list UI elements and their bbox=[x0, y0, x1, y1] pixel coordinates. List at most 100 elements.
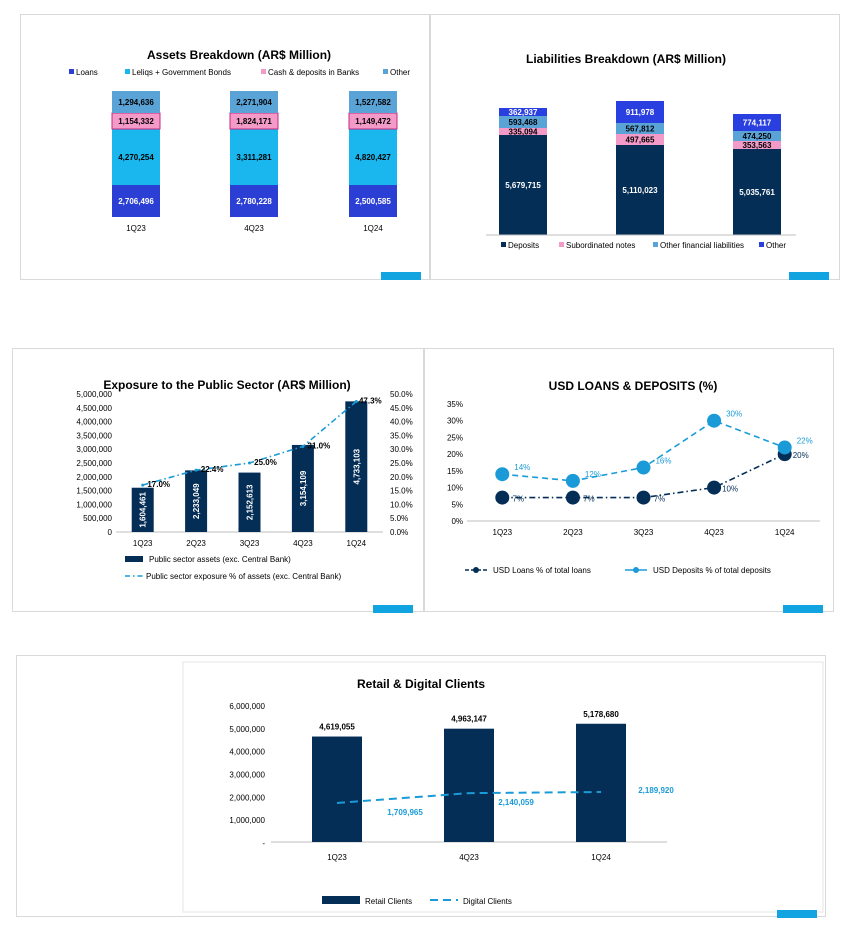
assets-data-label: 1,149,472 bbox=[355, 117, 391, 126]
usd-category-label: 1Q23 bbox=[493, 528, 513, 537]
assets-data-label: 1,527,582 bbox=[355, 98, 391, 107]
assets-category-label: 1Q23 bbox=[126, 224, 146, 233]
liabilities-legend-label: Subordinated notes bbox=[566, 241, 635, 250]
public-left-tick: 0 bbox=[108, 528, 113, 537]
usd-y-tick: 20% bbox=[447, 450, 463, 459]
liabilities-data-label: 362,937 bbox=[509, 108, 538, 117]
clients-legend-swatch-bar bbox=[322, 896, 360, 904]
liabilities-bar-segment bbox=[616, 145, 664, 235]
assets-bar-segment bbox=[349, 185, 397, 217]
liabilities-legend-label: Other financial liabilities bbox=[660, 241, 744, 250]
clients-legend-bar-label: Retail Clients bbox=[365, 897, 412, 906]
public-bar bbox=[131, 487, 154, 532]
clients-bar bbox=[576, 723, 626, 842]
assets-bar-segment bbox=[349, 129, 397, 185]
liabilities-bar-segment bbox=[616, 134, 664, 145]
liabilities-bar-segment bbox=[733, 141, 781, 149]
assets-legend-label: Cash & deposits in Banks bbox=[268, 68, 359, 77]
public-sector-chart: Exposure to the Public Sector (AR$ Milli… bbox=[76, 378, 413, 581]
assets-title: Assets Breakdown (AR$ Million) bbox=[147, 48, 331, 62]
assets-bar-segment bbox=[230, 129, 278, 185]
public-line-label: 31.0% bbox=[308, 441, 331, 450]
usd-point bbox=[777, 440, 792, 455]
public-right-tick: 5.0% bbox=[390, 514, 408, 523]
public-bar bbox=[291, 444, 314, 532]
usd-accent-bar bbox=[783, 605, 823, 613]
liabilities-bar-segment bbox=[499, 128, 547, 135]
usd-legend-marker bbox=[633, 567, 639, 573]
assets-legend-swatch bbox=[69, 69, 74, 74]
usd-legend-marker bbox=[473, 567, 479, 573]
clients-category-label: 1Q23 bbox=[327, 853, 347, 862]
usd-legend-label: USD Deposits % of total deposits bbox=[653, 566, 771, 575]
usd-title: USD LOANS & DEPOSITS (%) bbox=[549, 379, 718, 393]
assets-bar-segment bbox=[349, 91, 397, 113]
usd-y-tick: 30% bbox=[447, 417, 463, 426]
public-legend-line-label: Public sector exposure % of assets (exc.… bbox=[146, 572, 342, 581]
public-title: Exposure to the Public Sector (AR$ Milli… bbox=[103, 378, 350, 392]
usd-category-label: 4Q23 bbox=[704, 528, 724, 537]
clients-line-label: 2,140,059 bbox=[498, 798, 534, 807]
clients-digital-line bbox=[336, 790, 602, 804]
liabilities-data-label: 567,812 bbox=[626, 125, 655, 134]
assets-bar-segment bbox=[112, 185, 160, 217]
liabilities-bar-segment bbox=[499, 135, 547, 235]
assets-data-label: 1,824,171 bbox=[236, 117, 272, 126]
liabilities-data-label: 5,679,715 bbox=[505, 181, 541, 190]
usd-point-label: 14% bbox=[514, 463, 530, 472]
usd-point-label: 7% bbox=[583, 495, 595, 504]
usd-point-label: 12% bbox=[585, 470, 601, 479]
public-category-label: 1Q23 bbox=[133, 539, 153, 548]
assets-chart: Assets Breakdown (AR$ Million) Loans Leliq… bbox=[69, 48, 410, 233]
usd-y-tick: 5% bbox=[451, 500, 463, 509]
clients-bar bbox=[312, 736, 362, 842]
public-bar-label: 2,233,049 bbox=[192, 483, 201, 519]
liabilities-bar-segment bbox=[499, 116, 547, 128]
clients-category-label: 4Q23 bbox=[459, 853, 479, 862]
liabilities-data-label: 911,978 bbox=[626, 108, 655, 117]
clients-y-tick: 2,000,000 bbox=[229, 793, 265, 802]
liabilities-panel: Liabilities Breakdown (AR$ Million) 5,679… bbox=[430, 14, 840, 280]
usd-category-label: 2Q23 bbox=[563, 528, 583, 537]
usd-point bbox=[565, 473, 580, 488]
clients-y-tick: - bbox=[262, 839, 265, 848]
liabilities-legend-swatch bbox=[559, 242, 564, 247]
public-bar-label: 3,154,109 bbox=[299, 470, 308, 506]
usd-legend-label: USD Loans % of total loans bbox=[493, 566, 591, 575]
assets-data-label: 2,706,496 bbox=[118, 197, 154, 206]
public-left-tick: 500,000 bbox=[83, 514, 112, 523]
public-line-point bbox=[194, 468, 198, 472]
usd-point bbox=[495, 490, 510, 505]
usd-category-label: 1Q24 bbox=[775, 528, 795, 537]
assets-data-label: 2,780,228 bbox=[236, 197, 272, 206]
clients-y-tick: 1,000,000 bbox=[229, 816, 265, 825]
public-line-label: 47.3% bbox=[359, 396, 382, 405]
public-right-tick: 35.0% bbox=[390, 431, 413, 440]
public-left-tick: 3,500,000 bbox=[76, 431, 112, 440]
assets-bar-segment bbox=[112, 129, 160, 185]
public-right-tick: 50.0% bbox=[390, 390, 413, 399]
public-left-tick: 4,000,000 bbox=[76, 418, 112, 427]
clients-line-label: 1,709,965 bbox=[387, 808, 423, 817]
public-legend-bar-label: Public sector assets (exc. Central Bank) bbox=[149, 555, 291, 564]
liabilities-chart: Liabilities Breakdown (AR$ Million) 5,679… bbox=[486, 52, 796, 250]
clients-bar-label: 4,963,147 bbox=[451, 715, 487, 724]
assets-data-label: 4,270,254 bbox=[118, 153, 154, 162]
clients-y-tick: 5,000,000 bbox=[229, 725, 265, 734]
usd-chart: USD LOANS & DEPOSITS (%) 0% 5% 10% 15% 20% 25%… bbox=[447, 379, 820, 575]
usd-point-label: 7% bbox=[654, 495, 666, 504]
usd-y-tick: 25% bbox=[447, 433, 463, 442]
public-bar-label: 2,152,613 bbox=[246, 484, 255, 520]
public-bar bbox=[238, 472, 261, 532]
public-left-tick: 4,500,000 bbox=[76, 404, 112, 413]
public-bar bbox=[185, 470, 208, 532]
assets-data-label: 2,500,585 bbox=[355, 197, 391, 206]
usd-point bbox=[707, 413, 722, 428]
liabilities-legend-swatch bbox=[653, 242, 658, 247]
public-line-point bbox=[248, 461, 251, 465]
public-line-label: 25.0% bbox=[254, 458, 277, 467]
assets-legend-swatch bbox=[261, 69, 266, 74]
liabilities-data-label: 353,563 bbox=[743, 141, 772, 150]
usd-point-label: 22% bbox=[797, 436, 813, 445]
public-bar-label: 4,733,103 bbox=[352, 448, 361, 484]
